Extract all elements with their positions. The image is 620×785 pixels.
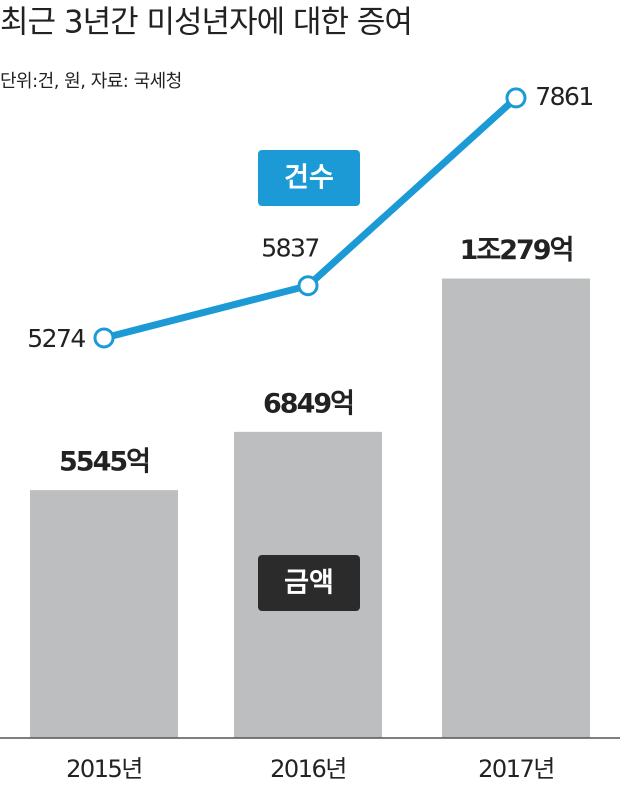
legend-tag (258, 150, 360, 206)
bar-value-label: 5545억 (59, 447, 149, 478)
line-value-label: 5274 (27, 324, 85, 353)
bar-value-label: 6849억 (263, 388, 353, 419)
line-value-label: 5837 (261, 234, 319, 263)
x-tick-label: 2017년 (478, 755, 554, 783)
legend-label: 금액 (284, 568, 334, 599)
chart-subtitle: 단위:건, 원, 자료: 국세청 (0, 71, 182, 92)
bar-value-label: 1조279억 (460, 235, 573, 266)
bar (30, 490, 178, 738)
line-marker (505, 87, 527, 109)
x-tick-label: 2016년 (270, 755, 346, 783)
line-marker (93, 327, 115, 349)
line-marker (297, 275, 319, 297)
legend-label: 건수 (284, 163, 334, 194)
chart-title: 최근 3년간 미성년자에 대한 증여 (0, 5, 412, 41)
bar (442, 278, 590, 738)
legend-tag (258, 555, 360, 611)
x-tick-label: 2015년 (66, 755, 142, 783)
line-value-label: 7861 (535, 82, 593, 111)
